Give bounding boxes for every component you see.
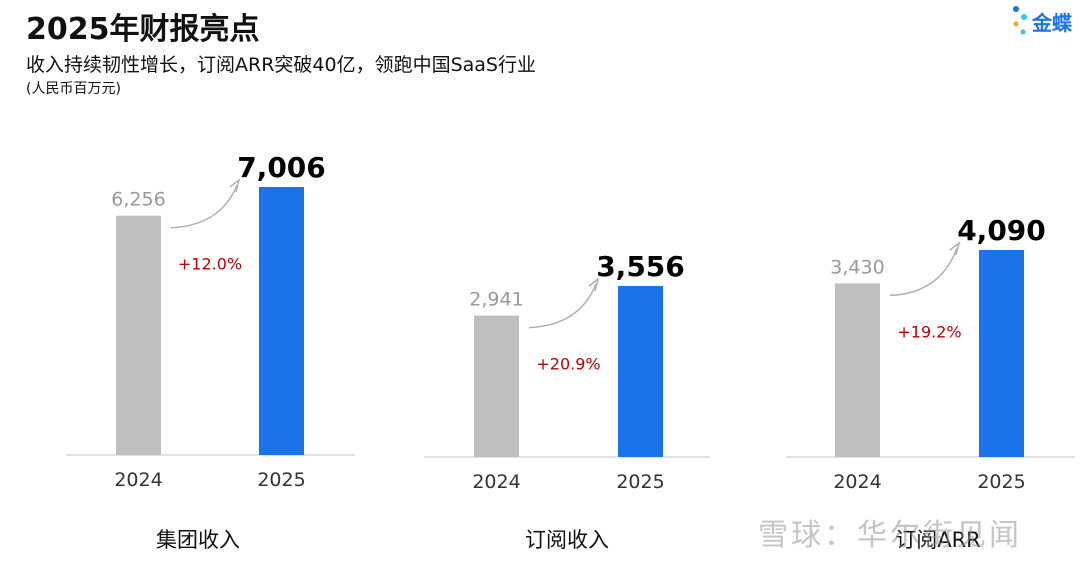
growth-arrow-subscription-arr: [889, 247, 958, 297]
bar-group-revenue-2025: [259, 187, 304, 455]
data-label-group-revenue-2024: 6,256: [111, 189, 165, 211]
chart-caption-group-revenue: 集团收入: [156, 528, 240, 552]
growth-arrow-head-subscription-arr: [949, 241, 961, 256]
growth-arrow-group-revenue: [170, 184, 238, 229]
data-label-subscription-revenue-2024: 2,941: [469, 289, 523, 311]
tick-label-subscription-revenue-2024: 2024: [472, 471, 520, 493]
growth-arrow-head-subscription-revenue: [588, 277, 600, 292]
growth-label-subscription-revenue: +20.9%: [536, 355, 600, 374]
logo-text: 金蝶: [1032, 11, 1072, 35]
dots-logo-icon: [1013, 6, 1027, 35]
growth-label-subscription-arr: +19.2%: [897, 322, 961, 341]
tick-label-subscription-arr-2024: 2024: [833, 471, 881, 493]
watermark: 雪球：华尔街见闻: [758, 518, 1022, 553]
bar-subscription-arr-2025: [979, 250, 1024, 457]
bar-subscription-revenue-2025: [618, 286, 663, 457]
page-subtitle: 收入持续韧性增长，订阅ARR突破40亿，领跑中国SaaS行业: [26, 54, 536, 76]
chart-caption-subscription-arr: 订阅ARR: [895, 528, 981, 552]
growth-arrow-subscription-revenue: [528, 283, 597, 329]
data-label-subscription-arr-2024: 3,430: [830, 256, 884, 278]
page-title: 2025年财报亮点: [26, 12, 260, 47]
tick-label-group-revenue-2024: 2024: [114, 469, 162, 491]
growth-label-group-revenue: +12.0%: [178, 255, 242, 274]
data-label-group-revenue-2025: 7,006: [237, 151, 326, 184]
chart-caption-subscription-revenue: 订阅收入: [525, 528, 609, 552]
bar-group-revenue-2024: [116, 215, 161, 455]
company-logo: 金蝶: [1010, 2, 1080, 38]
tick-label-subscription-arr-2025: 2025: [977, 471, 1025, 493]
bar-subscription-arr-2024: [835, 283, 880, 457]
tick-label-group-revenue-2025: 2025: [257, 469, 305, 491]
data-label-subscription-revenue-2025: 3,556: [596, 250, 685, 283]
unit-label: (人民币百万元): [26, 81, 121, 97]
data-label-subscription-arr-2025: 4,090: [957, 214, 1046, 247]
bar-subscription-revenue-2024: [474, 315, 519, 457]
tick-label-subscription-revenue-2025: 2025: [616, 471, 664, 493]
growth-arrow-head-group-revenue: [229, 178, 241, 193]
